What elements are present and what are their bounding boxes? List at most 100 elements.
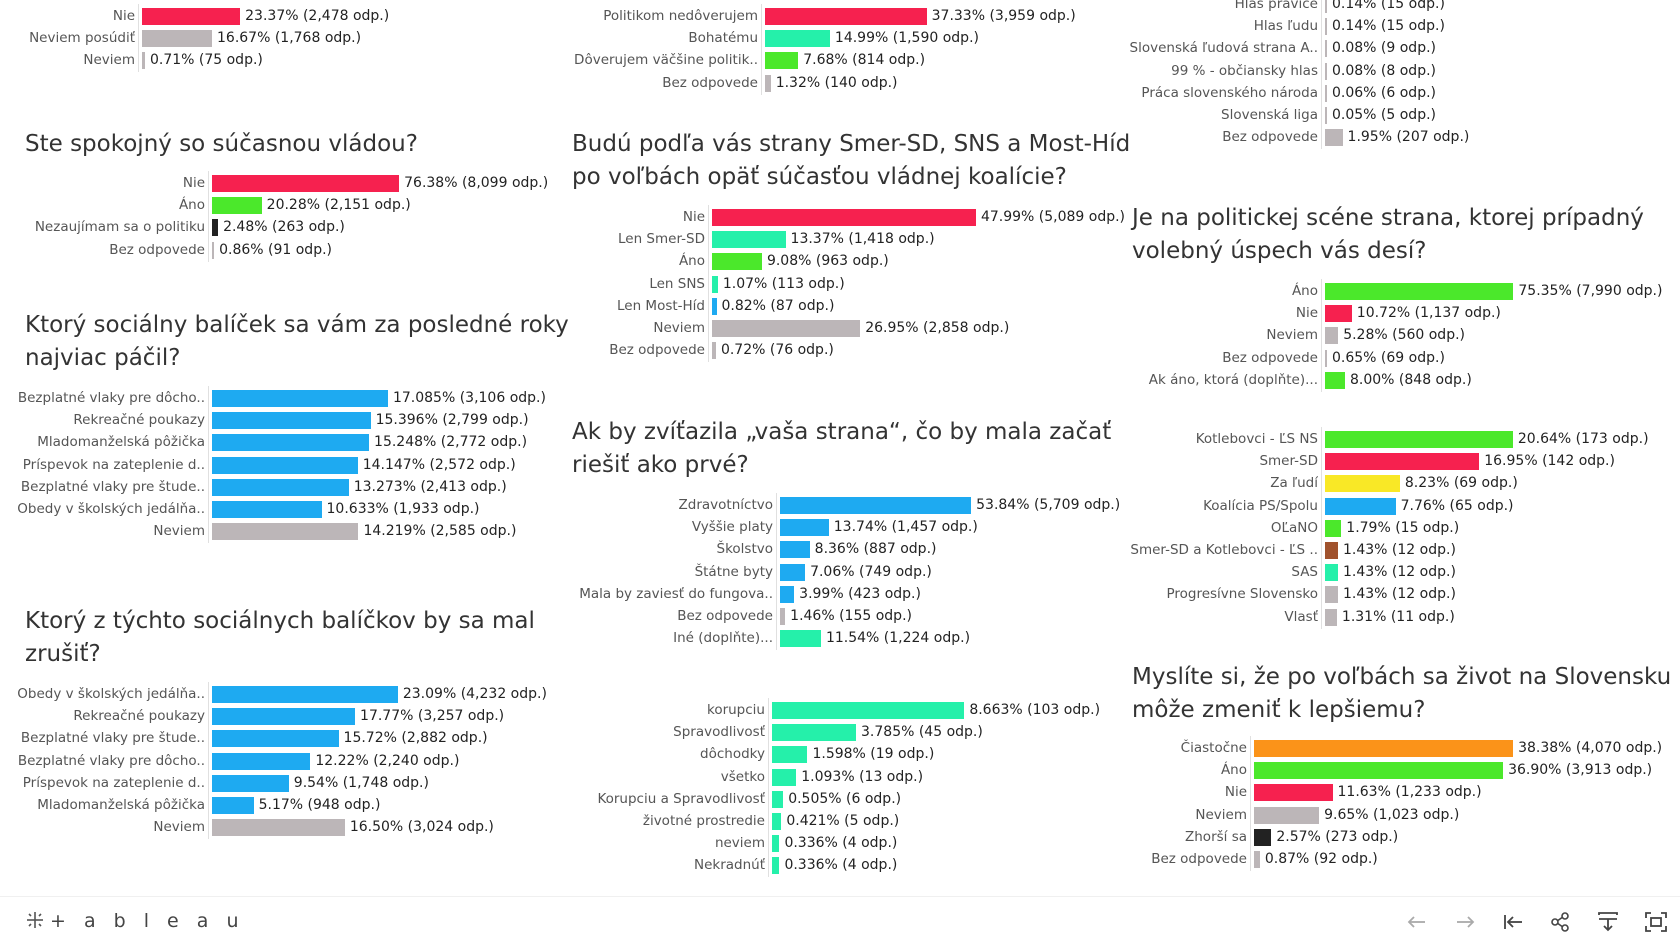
bar-row[interactable]: Iné (doplňte)... 11.54% (1,224 odp.) <box>565 626 1120 651</box>
bar[interactable] <box>212 752 311 770</box>
bar-row[interactable]: Neviem 26.95% (2,858 odp.) <box>565 316 1120 340</box>
bar[interactable] <box>1325 349 1327 367</box>
bar[interactable] <box>212 819 345 837</box>
bar[interactable] <box>212 774 289 792</box>
bar[interactable] <box>712 231 786 249</box>
bar[interactable] <box>1254 762 1504 780</box>
bar-row[interactable]: Za ľudí 8.23% (69 odp.) <box>1125 471 1680 496</box>
bar[interactable] <box>780 585 795 603</box>
bar-row[interactable]: Rekreačné poukazy 17.77% (3,257 odp.) <box>0 704 555 729</box>
bar-row[interactable]: Mladomanželská pôžička 5.17% (948 odp.) <box>0 793 555 817</box>
bar[interactable] <box>772 857 780 875</box>
bar[interactable] <box>1325 40 1327 58</box>
bar-row[interactable]: Zdravotníctvo 53.84% (5,709 odp.) <box>565 493 1120 517</box>
bar[interactable] <box>1325 497 1396 515</box>
bar[interactable] <box>765 8 927 25</box>
bar-row[interactable]: Neviem 14.219% (2,585 odp.) <box>0 519 555 544</box>
bar[interactable] <box>1325 18 1327 36</box>
bar[interactable] <box>1325 327 1339 345</box>
bar[interactable] <box>780 630 821 648</box>
bar[interactable] <box>780 563 806 581</box>
bar-row[interactable]: Bez odpovede 1.46% (155 odp.) <box>565 604 1120 628</box>
bar-row[interactable]: Príspevok na zateplenie d.. 9.54% (1,748 … <box>0 770 555 795</box>
undo-button[interactable] <box>1404 909 1430 935</box>
bar-row[interactable]: Vyššie platy 13.74% (1,457 odp.) <box>565 515 1120 540</box>
bar-row[interactable]: Hlas pravice 0.14% (15 odp.) <box>1125 0 1680 16</box>
bar-row[interactable]: Hlas ľudu 0.14% (15 odp.) <box>1125 14 1680 39</box>
bar[interactable] <box>1325 0 1327 13</box>
bar-row[interactable]: Vlasť 1.31% (11 odp.) <box>1125 604 1680 629</box>
bar-row[interactable]: Neviem 9.65% (1,023 odp.) <box>1125 802 1680 827</box>
bar-row[interactable]: korupciu 8.663% (103 odp.) <box>565 698 1120 722</box>
bar-row[interactable]: Koalícia PS/Spolu 7.76% (65 odp.) <box>1125 493 1680 518</box>
bar-row[interactable]: Školstvo 8.36% (887 odp.) <box>565 537 1120 562</box>
bar[interactable] <box>712 209 976 226</box>
bar-row[interactable]: Bez odpovede 1.32% (140 odp.) <box>565 70 1120 95</box>
bar-row[interactable]: Práca slovenského národa 0.06% (6 odp.) <box>1125 80 1680 105</box>
bar[interactable] <box>765 52 799 70</box>
bar[interactable] <box>212 434 370 452</box>
bar[interactable] <box>780 497 972 514</box>
bar-row[interactable]: Bez odpovede 0.65% (69 odp.) <box>1125 345 1680 370</box>
revert-button[interactable] <box>1500 909 1526 935</box>
bar[interactable] <box>1325 283 1514 300</box>
bar[interactable] <box>212 197 262 215</box>
bar[interactable] <box>212 708 356 726</box>
bar-row[interactable]: Nie 11.63% (1,233 odp.) <box>1125 780 1680 805</box>
bar[interactable] <box>212 390 388 407</box>
bar[interactable] <box>772 724 857 742</box>
bar[interactable] <box>772 768 797 786</box>
bar-row[interactable]: Smer-SD a Kotlebovci - ĽS .. 1.43% (12 od… <box>1125 538 1680 562</box>
download-button[interactable] <box>1595 909 1621 935</box>
bar[interactable] <box>1325 305 1352 323</box>
bar[interactable] <box>142 8 241 25</box>
bar[interactable] <box>1254 784 1333 802</box>
bar[interactable] <box>212 219 219 237</box>
bar[interactable] <box>712 297 717 315</box>
bar[interactable] <box>772 835 780 853</box>
bar-row[interactable]: Nie 76.38% (8,099 odp.) <box>0 171 555 195</box>
bar[interactable] <box>212 456 358 474</box>
tableau-logo[interactable]: + a b l e a u <box>24 909 245 933</box>
bar-row[interactable]: Dôverujem väčšine politik.. 7.68% (814 od… <box>565 48 1120 73</box>
bar[interactable] <box>212 241 215 259</box>
bar[interactable] <box>1254 806 1320 824</box>
bar[interactable] <box>1325 129 1343 147</box>
bar-row[interactable]: Spravodlivosť 3.785% (45 odp.) <box>565 720 1120 745</box>
bar[interactable] <box>1325 542 1338 559</box>
bar-row[interactable]: SAS 1.43% (12 odp.) <box>1125 560 1680 585</box>
bar[interactable] <box>142 52 145 70</box>
bar[interactable] <box>780 519 829 537</box>
bar-row[interactable]: Štátne byty 7.06% (749 odp.) <box>565 559 1120 584</box>
share-button[interactable] <box>1547 909 1573 935</box>
bar[interactable] <box>1254 851 1260 868</box>
bar-row[interactable]: Smer-SD 16.95% (142 odp.) <box>1125 449 1680 474</box>
bar[interactable] <box>780 541 810 559</box>
bar-row[interactable]: Neviem 16.50% (3,024 odp.) <box>0 815 555 840</box>
bar[interactable] <box>212 478 349 496</box>
bar[interactable] <box>712 342 716 360</box>
bar-row[interactable]: Bezplatné vlaky pre dôcho.. 12.22% (2,240… <box>0 748 555 773</box>
bar-row[interactable]: Mladomanželská pôžička 15.248% (2,772 odp… <box>0 430 555 455</box>
bar-row[interactable]: Bez odpovede 0.87% (92 odp.) <box>1125 847 1680 871</box>
bar[interactable] <box>765 74 771 92</box>
bar-row[interactable]: dôchodky 1.598% (19 odp.) <box>565 742 1120 767</box>
bar[interactable] <box>212 797 254 814</box>
bar[interactable] <box>1325 371 1345 389</box>
bar[interactable] <box>212 686 398 703</box>
bar-row[interactable]: Slovenská liga 0.05% (5 odp.) <box>1125 103 1680 127</box>
bar[interactable] <box>1325 475 1400 493</box>
bar-row[interactable]: Nezaujímam sa o politiku 2.48% (263 odp.) <box>0 215 555 240</box>
bar[interactable] <box>1325 107 1327 124</box>
bar[interactable] <box>1325 586 1338 604</box>
bar-row[interactable]: OĽaNO 1.79% (15 odp.) <box>1125 515 1680 540</box>
bar-row[interactable]: Rekreačné poukazy 15.396% (2,799 odp.) <box>0 408 555 433</box>
bar-row[interactable]: Mala by zaviesť do fungova.. 3.99% (423 o… <box>565 581 1120 606</box>
bar[interactable] <box>712 320 861 337</box>
bar[interactable] <box>212 501 322 518</box>
redo-button[interactable] <box>1452 909 1478 935</box>
bar-row[interactable]: Bez odpovede 1.95% (207 odp.) <box>1125 125 1680 150</box>
bar-row[interactable]: 99 % - občiansky hlas 0.08% (8 odp.) <box>1125 58 1680 83</box>
bar[interactable] <box>212 730 339 748</box>
bar[interactable] <box>772 813 782 830</box>
